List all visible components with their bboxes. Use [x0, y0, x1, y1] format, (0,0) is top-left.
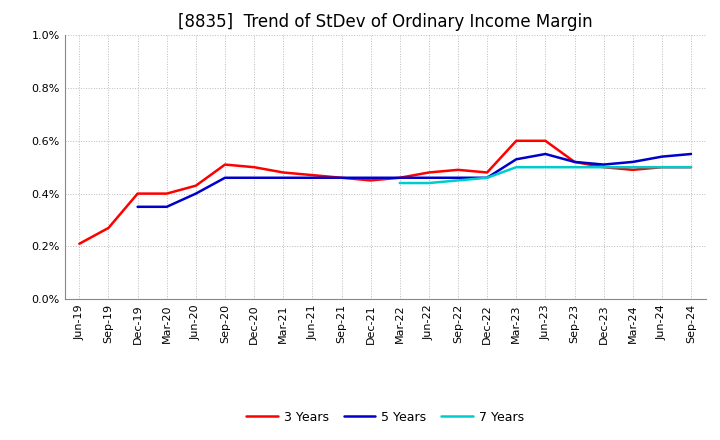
- 7 Years: [512, 165, 521, 170]
- 5 Years: [657, 154, 666, 159]
- 5 Years: [308, 175, 317, 180]
- 3 Years: [454, 167, 462, 172]
- Line: 5 Years: 5 Years: [138, 154, 691, 207]
- 7 Years: [541, 165, 550, 170]
- 3 Years: [483, 170, 492, 175]
- 5 Years: [687, 151, 696, 157]
- 7 Years: [629, 165, 637, 170]
- 5 Years: [220, 175, 229, 180]
- 5 Years: [279, 175, 287, 180]
- 7 Years: [687, 165, 696, 170]
- 3 Years: [599, 165, 608, 170]
- 3 Years: [192, 183, 200, 188]
- 5 Years: [192, 191, 200, 196]
- 3 Years: [163, 191, 171, 196]
- 3 Years: [279, 170, 287, 175]
- 5 Years: [250, 175, 258, 180]
- 5 Years: [629, 159, 637, 165]
- 3 Years: [220, 162, 229, 167]
- 3 Years: [366, 178, 375, 183]
- 5 Years: [599, 162, 608, 167]
- 3 Years: [541, 138, 550, 143]
- 7 Years: [454, 178, 462, 183]
- 7 Years: [425, 180, 433, 186]
- 5 Years: [512, 157, 521, 162]
- 3 Years: [425, 170, 433, 175]
- 5 Years: [395, 175, 404, 180]
- 5 Years: [570, 159, 579, 165]
- 3 Years: [512, 138, 521, 143]
- 7 Years: [483, 175, 492, 180]
- 5 Years: [541, 151, 550, 157]
- 3 Years: [570, 159, 579, 165]
- 5 Years: [366, 175, 375, 180]
- 7 Years: [657, 165, 666, 170]
- 3 Years: [629, 167, 637, 172]
- 3 Years: [75, 241, 84, 246]
- 3 Years: [395, 175, 404, 180]
- 7 Years: [395, 180, 404, 186]
- 3 Years: [133, 191, 142, 196]
- 5 Years: [483, 175, 492, 180]
- 3 Years: [687, 165, 696, 170]
- 5 Years: [163, 204, 171, 209]
- 3 Years: [337, 175, 346, 180]
- 3 Years: [104, 225, 113, 231]
- 5 Years: [133, 204, 142, 209]
- 3 Years: [657, 165, 666, 170]
- Line: 7 Years: 7 Years: [400, 167, 691, 183]
- Title: [8835]  Trend of StDev of Ordinary Income Margin: [8835] Trend of StDev of Ordinary Income…: [178, 13, 593, 31]
- 5 Years: [425, 175, 433, 180]
- Legend: 3 Years, 5 Years, 7 Years: 3 Years, 5 Years, 7 Years: [241, 406, 529, 429]
- 5 Years: [337, 175, 346, 180]
- 7 Years: [570, 165, 579, 170]
- 3 Years: [308, 172, 317, 178]
- Line: 3 Years: 3 Years: [79, 141, 691, 244]
- 5 Years: [454, 175, 462, 180]
- 3 Years: [250, 165, 258, 170]
- 7 Years: [599, 165, 608, 170]
